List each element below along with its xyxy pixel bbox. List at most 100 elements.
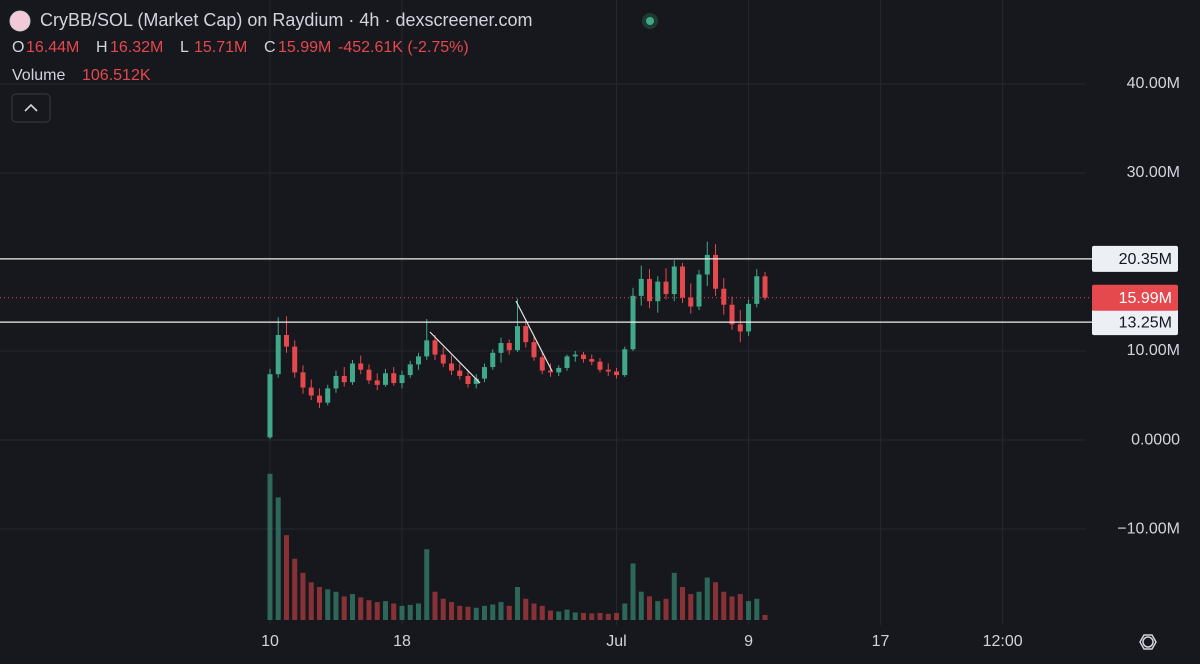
candle-body xyxy=(424,340,430,357)
volume-bar xyxy=(581,612,587,620)
volume-bar xyxy=(696,591,702,620)
candle-body xyxy=(349,363,355,383)
candle-body xyxy=(746,303,752,332)
candle-body xyxy=(283,335,289,347)
candle-body xyxy=(481,367,487,379)
volume-bar xyxy=(531,603,537,620)
volume-bar xyxy=(589,613,595,620)
price-label-box xyxy=(1092,309,1178,336)
y-tick-label: 30.00M xyxy=(1127,164,1180,181)
candle-body xyxy=(490,352,496,368)
price-label: 13.25M xyxy=(1119,314,1172,331)
collapse-button[interactable] xyxy=(11,93,51,123)
volume-bar xyxy=(523,598,529,620)
volume-bar xyxy=(647,596,653,620)
volume-bar xyxy=(424,549,430,620)
status-dot xyxy=(646,17,654,25)
candle-body xyxy=(523,326,529,343)
volume-bar xyxy=(605,613,611,620)
candle-body xyxy=(267,374,273,438)
volume-bar xyxy=(762,614,768,620)
candle-body xyxy=(754,276,760,304)
volume-bar xyxy=(407,604,413,620)
candle-body xyxy=(292,346,298,373)
candle-body xyxy=(374,380,380,385)
ohlc-key: L xyxy=(180,39,189,56)
volume-bar xyxy=(630,563,636,620)
candle-body xyxy=(605,369,611,372)
volume-pane xyxy=(267,473,768,620)
volume-bar xyxy=(457,605,463,620)
candle-body xyxy=(696,274,702,307)
candle-body xyxy=(506,343,512,351)
candle-body xyxy=(457,370,463,376)
volume-bar xyxy=(506,605,512,620)
y-tick-label: −10.00M xyxy=(1117,520,1180,537)
volume-bar xyxy=(548,610,554,620)
candle-body xyxy=(465,375,471,384)
collapse-icon xyxy=(24,103,38,112)
candle-body xyxy=(333,375,339,389)
price-lines: 20.35M 13.25M 15.99M xyxy=(0,245,1178,336)
candle-body xyxy=(366,369,372,381)
ohlc-change: -452.61K (-2.75%) xyxy=(338,39,469,56)
volume-bar xyxy=(325,589,331,620)
volume-bar xyxy=(481,605,487,620)
x-tick-label: 18 xyxy=(393,633,411,650)
grid xyxy=(0,0,1085,625)
volume-bar xyxy=(688,594,694,620)
volume-bar xyxy=(399,605,405,620)
y-tick-label: 10.00M xyxy=(1127,342,1180,359)
candle-body xyxy=(638,278,644,296)
settings-icon[interactable] xyxy=(1142,636,1154,648)
volume-bar xyxy=(597,612,603,620)
candle-body xyxy=(407,364,413,376)
candle-body xyxy=(341,375,347,383)
volume-bar xyxy=(267,473,273,620)
candle-body xyxy=(556,367,562,373)
volume-bar xyxy=(490,604,496,620)
candle-body xyxy=(531,342,537,358)
volume-title: Volume xyxy=(12,67,65,84)
volume-value: 106.512K xyxy=(82,67,151,84)
candle-body xyxy=(358,363,364,370)
volume-bar xyxy=(713,582,719,620)
candle-body xyxy=(514,326,520,351)
ohlc-key: O xyxy=(12,39,24,56)
volume-bar xyxy=(754,598,760,620)
volume-bar xyxy=(382,601,388,620)
candle-body xyxy=(539,357,545,371)
x-tick-label: 9 xyxy=(744,633,753,650)
ohlc-key: C xyxy=(264,39,276,56)
last-price-box xyxy=(1092,284,1178,311)
candles xyxy=(267,241,768,440)
candle-body xyxy=(680,266,686,298)
volume-bar xyxy=(746,601,752,620)
volume-bar xyxy=(539,605,545,620)
volume-bar xyxy=(308,582,314,620)
volume-bar xyxy=(275,497,281,620)
volume-bar xyxy=(432,591,438,620)
candle-body xyxy=(589,359,595,362)
candle-body xyxy=(382,373,388,385)
candle-body xyxy=(564,356,570,368)
candle-body xyxy=(704,254,710,275)
trend-line xyxy=(429,331,481,384)
candle-body xyxy=(729,304,735,325)
candle-body xyxy=(647,278,653,302)
ohlc-key: H xyxy=(96,39,108,56)
volume-bar xyxy=(721,591,727,620)
candle-body xyxy=(325,388,331,403)
volume-bar xyxy=(655,601,661,620)
candle-body xyxy=(655,281,661,302)
candle-body xyxy=(300,372,306,388)
candle-body xyxy=(432,340,438,355)
volume-bar xyxy=(374,602,380,620)
candle-body xyxy=(391,373,397,384)
chart-title: CryBB/SOL (Market Cap) on Raydium · 4h ·… xyxy=(40,10,533,30)
volume-bar xyxy=(514,587,520,620)
volume-bar xyxy=(614,612,620,620)
volume-bar xyxy=(680,587,686,620)
volume-bar xyxy=(333,591,339,620)
